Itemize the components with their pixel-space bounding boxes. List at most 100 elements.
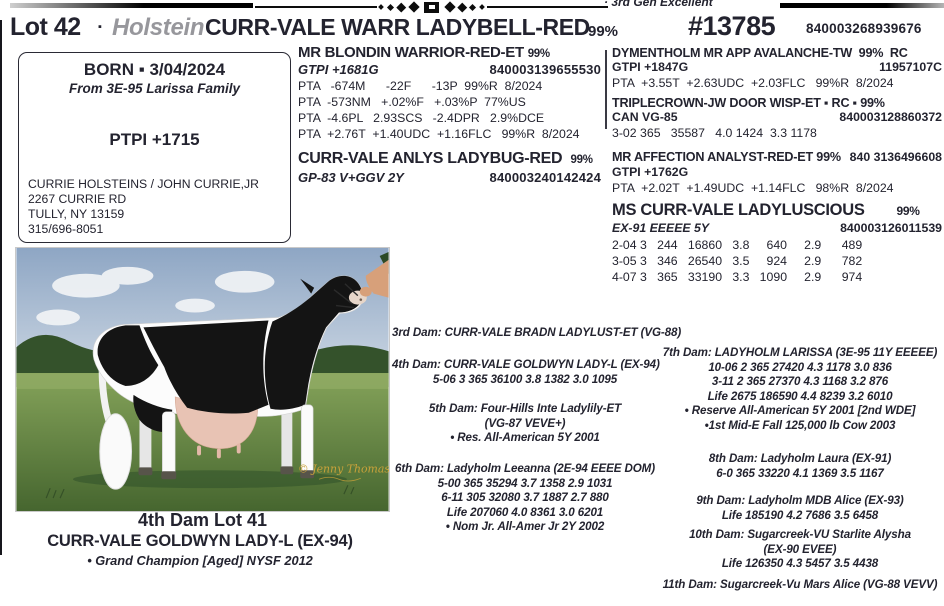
divider-ornament xyxy=(255,1,608,13)
dam-note-record: Life 2675 186590 4.4 8239 3.2 6010 xyxy=(707,389,893,403)
sire-sire-name-line: DYMENTHOLM MR APP AVALANCHE-TW 99% RC xyxy=(612,46,942,60)
breed-label: Holstein xyxy=(112,14,205,41)
dam-rha: 99% xyxy=(570,154,593,166)
animal-name: CURR-VALE WARR LADYBELL-RED xyxy=(205,14,590,40)
dam-note-title: 4th Dam: CURR-VALE GOLDWYN LADY-L (EX-94… xyxy=(392,358,660,371)
dam-note-title: 8th Dam: Ladyholm Laura (EX-91) xyxy=(708,452,892,465)
sire-pta-block: PTA -674M -22F -13P 99%R 8/2024 PTA -573… xyxy=(298,78,601,142)
dam-note-award: •1st Mid-E Fall 125,000 lb Cow 2003 xyxy=(704,418,896,432)
sire-sire-index-row: GTPI +1847G 11957107C xyxy=(612,60,942,74)
diamond-icon xyxy=(479,4,485,10)
dam-note-record: Life 185190 4.2 7686 3.5 6458 xyxy=(721,508,879,522)
diamond-icon xyxy=(407,1,420,13)
dam-note-record: 10-06 2 365 27420 4.3 1178 3.0 836 xyxy=(708,360,892,374)
dam-dam-rha: 99% xyxy=(896,204,920,218)
square-icon xyxy=(424,1,439,13)
dam-note-record: 5-06 3 365 36100 3.8 1382 3.0 1095 xyxy=(432,372,618,386)
cow-black-patches xyxy=(97,275,363,433)
dam-note-10th: 10th Dam: Sugarcreek-VU Starlite Alysha … xyxy=(656,528,944,572)
dam-note-record: Life 207060 4.0 8361 3.0 6201 xyxy=(446,505,604,519)
consignor-address: 2267 CURRIE RD xyxy=(28,192,127,206)
dam-block: CURR-VALE ANLYS LADYBUG-RED 99% GP-83 V+… xyxy=(298,150,601,185)
holstein-cow xyxy=(92,275,367,490)
dam-note-title: 3rd Dam: CURR-VALE BRADN LADYLUST-ET (VG… xyxy=(392,326,682,339)
cow-photo: © Jenny Thomas xyxy=(15,247,390,512)
dam-note-4th: 4th Dam: CURR-VALE GOLDWYN LADY-L (EX-94… xyxy=(392,358,660,387)
dam-dam-name-line: MS CURR-VALE LADYLUSCIOUS 99% xyxy=(612,201,942,220)
sire-gtpi: GTPI +1681G xyxy=(298,62,379,77)
cow-photo-graphic: © Jenny Thomas xyxy=(16,248,390,511)
dam-note-score: (EX-90 EVEE) xyxy=(763,542,837,556)
cow-ear xyxy=(300,278,315,294)
sire-sire-block: DYMENTHOLM MR APP AVALANCHE-TW 99% RC GT… xyxy=(612,46,942,90)
photo-credit-text: © Jenny Thomas xyxy=(298,462,389,475)
diamond-icon xyxy=(468,3,477,11)
lot-breed-separator: ▪ xyxy=(98,21,102,33)
info-box: BORN ▪ 3/04/2024 From 3E-95 Larissa Fami… xyxy=(18,52,291,243)
family-note: From 3E-95 Larissa Family xyxy=(68,81,241,96)
dam-note-record: 5-00 365 35294 3.7 1358 2.9 1031 xyxy=(437,476,613,490)
cow-teats xyxy=(197,443,241,459)
lactation-record: 4-07 3 365 33190 3.3 1090 2.9 974 xyxy=(612,270,863,284)
cow-tail-switch xyxy=(99,413,133,490)
cow-nostril xyxy=(359,298,363,301)
grass-tufts xyxy=(45,484,355,499)
dam-note-title: 6th Dam: Ladyholm Leeanna (2E-94 EEEE DO… xyxy=(395,462,655,475)
sire-sire-tag: RC xyxy=(889,46,908,60)
dam-sire-name-row: MR AFFECTION ANALYST-RED-ET 99% 840 3136… xyxy=(612,150,942,164)
dam-sire-name: MR AFFECTION ANALYST-RED-ET 99% xyxy=(612,150,841,164)
previous-lot-note-clip: · 3rd Gen Excellent xyxy=(604,0,779,9)
sire-pta-line: PTA +2.76T +1.40UDC +1.16FLC 99%R 8/2024 xyxy=(298,127,580,141)
dam-sire-gtpi: GTPI +1762G xyxy=(612,165,689,179)
dam-note-title: 10th Dam: Sugarcreek-VU Starlite Alysha xyxy=(689,528,911,541)
dam-note-7th: 7th Dam: LADYHOLM LARISSA (3E-95 11Y EEE… xyxy=(656,346,944,433)
sire-sire-name: DYMENTHOLM MR APP AVALANCHE-TW xyxy=(612,46,853,60)
dam-note-5th: 5th Dam: Four-Hills Inte Ladylily-ET (VG… xyxy=(392,402,658,446)
photo-credit: © Jenny Thomas xyxy=(298,462,390,482)
dam-sire-block: MR AFFECTION ANALYST-RED-ET 99% 840 3136… xyxy=(612,150,942,195)
dam-note-11th: 11th Dam: Sugarcreek-Vu Mars Alice (VG-8… xyxy=(656,578,944,593)
sire-pta-line: PTA -674M -22F -13P 99%R 8/2024 xyxy=(298,79,543,93)
handler-arm xyxy=(365,259,389,298)
sire-sire-reg: 11957107C xyxy=(879,60,942,74)
lot-number: #13785 xyxy=(688,11,776,41)
dam-note-record: 6-0 365 33220 4.1 1369 3.5 1167 xyxy=(716,466,884,480)
dam-name-line: CURR-VALE ANLYS LADYBUG-RED 99% xyxy=(298,150,601,168)
sire-dam-score-row: CAN VG-85 840003128860372 xyxy=(612,110,942,124)
sire-reg: 840003139655530 xyxy=(489,62,601,77)
cow-rear-near-leg xyxy=(162,411,176,476)
animal-rha-percent: 99% xyxy=(588,23,619,40)
dam-dam-score-row: EX-91 EEEEE 5Y 840003126011539 xyxy=(612,221,942,235)
dam-note-score: (VG-87 VEVE+) xyxy=(484,416,566,430)
divider-line xyxy=(486,5,608,9)
previous-lot-note: · 3rd Gen Excellent xyxy=(604,0,713,9)
top-right-rule xyxy=(780,3,944,8)
dam-dam-name: MS CURR-VALE LADYLUSCIOUS xyxy=(612,201,865,219)
sire-dam-name: TRIPLECROWN-JW DOOR WISP-ET ▪ RC ▪ 99% xyxy=(612,96,885,110)
dam-note-title: 5th Dam: Four-Hills Inte Ladylily-ET xyxy=(428,402,622,415)
top-left-rule xyxy=(10,3,253,8)
sire-name-line: MR BLONDIN WARRIOR-RED-ET 99% xyxy=(298,44,601,61)
diamond-icon xyxy=(386,3,395,11)
consignor-city: TULLY, NY 13159 xyxy=(28,207,125,221)
sire-name: MR BLONDIN WARRIOR-RED-ET xyxy=(298,44,524,61)
dam-note-record: 3-11 2 365 27370 4.3 1168 3.2 876 xyxy=(711,375,889,388)
dam-dam-reg: 840003126011539 xyxy=(840,221,942,235)
dam-note-record: Life 126350 4.3 5457 3.5 4438 xyxy=(721,557,879,570)
consignor-block: CURRIE HOLSTEINS / JOHN CURRIE,JR 2267 C… xyxy=(28,177,259,237)
consignor-phone: 315/696-8051 xyxy=(28,222,104,236)
sire-pta-line: PTA -4.6PL 2.93SCS -2.4DPR 2.9%DCE xyxy=(298,111,545,125)
diamond-icon xyxy=(443,1,456,13)
dam-dam-records: 2-04 3 244 16860 3.8 640 2.9 489 3-05 3 … xyxy=(612,237,942,285)
photo-credit-flourish xyxy=(318,476,361,482)
photo-caption-award: • Grand Champion [Aged] NYSF 2012 xyxy=(87,553,313,568)
lot-label: Lot 42 xyxy=(10,13,81,41)
sire-block: MR BLONDIN WARRIOR-RED-ET 99% GTPI +1681… xyxy=(298,44,601,142)
dam-note-award: • Res. All-American 5Y 2001 xyxy=(450,431,600,444)
pedigree-bracket-line xyxy=(605,50,607,129)
sire-sire-gtpi: GTPI +1847G xyxy=(612,60,689,74)
sire-dam-block: TRIPLECROWN-JW DOOR WISP-ET ▪ RC ▪ 99% C… xyxy=(612,96,942,140)
cow-hooves xyxy=(138,466,315,480)
photo-caption-name: CURR-VALE GOLDWYN LADY-L (EX-94) xyxy=(47,532,353,550)
sire-pta-line: PTA -573NM +.02%F +.03%P 77%US xyxy=(298,95,526,109)
